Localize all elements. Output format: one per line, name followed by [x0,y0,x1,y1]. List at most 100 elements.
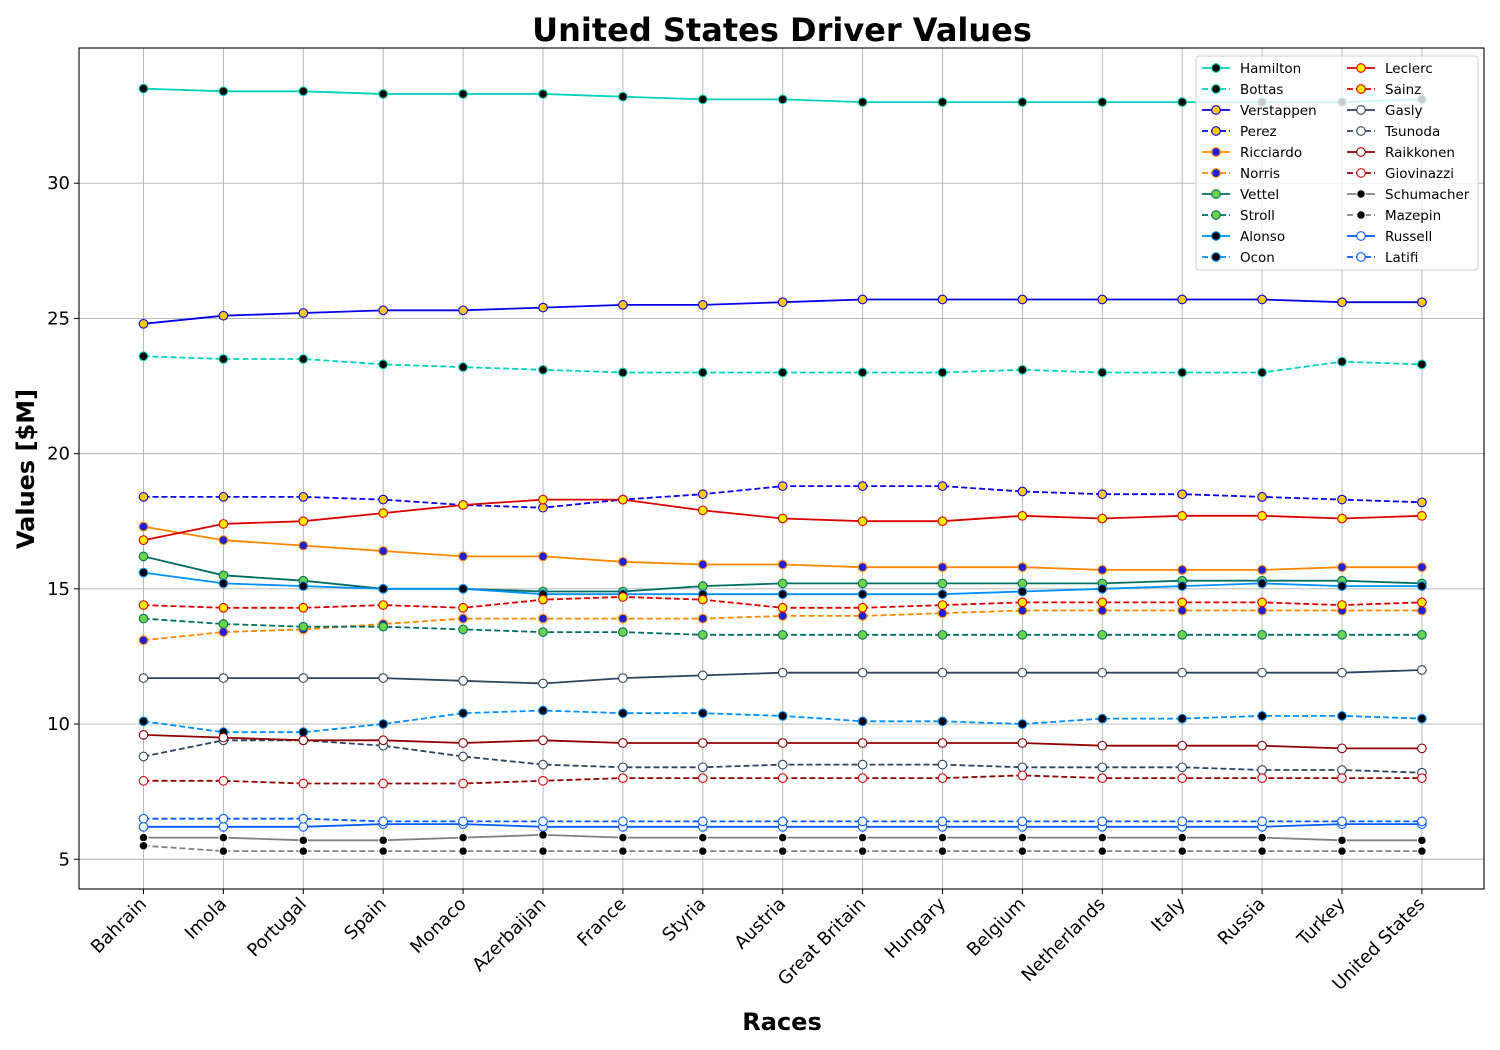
data-point [857,97,868,107]
legend-label: Ocon [1240,250,1275,266]
legend-marker [1356,210,1366,220]
legend-marker [1211,231,1221,241]
data-point [1017,762,1028,773]
legend-entry: Norris [1202,166,1280,182]
data-point [458,500,468,510]
data-point [1097,565,1108,575]
data-point [697,594,708,605]
data-point [1257,816,1267,827]
data-point [378,778,389,789]
data-point [857,294,868,305]
data-point [937,629,948,640]
data-point [378,494,389,505]
data-point [1097,489,1108,500]
data-point [857,738,868,748]
data-point [1017,97,1028,107]
data-point [1097,816,1108,827]
data-point [458,708,468,719]
data-point [1257,578,1267,589]
data-point [1337,562,1347,573]
data-point [538,816,548,827]
data-point [777,513,788,524]
data-point [1177,565,1188,575]
data-point [618,494,628,505]
data-point [538,830,548,840]
data-point [378,846,389,856]
data-point [777,611,788,621]
data-point [1097,513,1108,524]
data-point [697,670,708,681]
data-point [378,673,389,683]
data-point [697,505,708,516]
data-point [1257,492,1267,502]
data-point [458,89,468,99]
data-point [1017,770,1028,781]
legend-marker [1356,189,1366,199]
data-point [1417,665,1427,675]
data-point [1177,832,1188,843]
data-point [1017,629,1028,640]
data-point [1017,667,1028,678]
data-point [138,551,149,562]
legend-label: Hamilton [1240,61,1301,77]
data-point [538,678,548,689]
legend-entry: Raikkonen [1347,145,1455,161]
legend-marker [1356,147,1366,157]
data-point [1177,762,1188,773]
data-point [138,318,149,329]
data-point [138,600,149,610]
legend-label: Alonso [1240,229,1285,245]
data-point [458,583,468,594]
data-point [937,589,948,600]
data-point [458,613,468,624]
data-point [618,773,628,783]
legend-entry: Gasly [1347,103,1423,119]
data-point [697,738,708,748]
data-point [697,367,708,378]
data-point [378,835,389,846]
legend-marker [1211,63,1221,73]
data-point [1177,294,1188,305]
legend-label: Sainz [1385,82,1421,98]
y-axis-label: Values [$M] [12,389,40,549]
data-point [777,759,788,770]
data-point [378,816,389,827]
data-point [1257,765,1267,775]
data-point [1177,581,1188,591]
data-point [538,364,548,375]
data-point [1257,565,1267,575]
data-point [138,751,149,762]
data-point [777,481,788,491]
data-point [458,738,468,748]
series-sainz [138,592,1427,613]
data-point [618,762,628,773]
y-tick-label: 20 [47,444,70,465]
data-point [697,629,708,640]
data-point [1337,667,1347,678]
legend-entry: Hamilton [1202,61,1301,77]
legend-label: Schumacher [1385,187,1470,203]
legend-marker [1356,126,1366,136]
data-point [1017,364,1028,375]
data-point [618,846,628,856]
data-point [937,481,948,491]
data-point [777,578,788,589]
data-point [138,832,149,843]
data-point [857,667,868,678]
data-point [697,773,708,783]
legend-entry: Tsunoda [1347,124,1440,140]
series-group [138,83,1427,856]
data-point [1097,597,1108,608]
data-point [1177,629,1188,640]
data-point [1417,605,1427,616]
data-point [618,91,628,102]
data-point [458,778,468,789]
data-point [1097,629,1108,640]
data-point [218,813,229,824]
legend-box [1195,55,1479,271]
data-point [1097,583,1108,594]
data-point [857,516,868,527]
y-tick-label: 25 [47,308,70,329]
data-point [1097,294,1108,305]
data-point [618,738,628,748]
